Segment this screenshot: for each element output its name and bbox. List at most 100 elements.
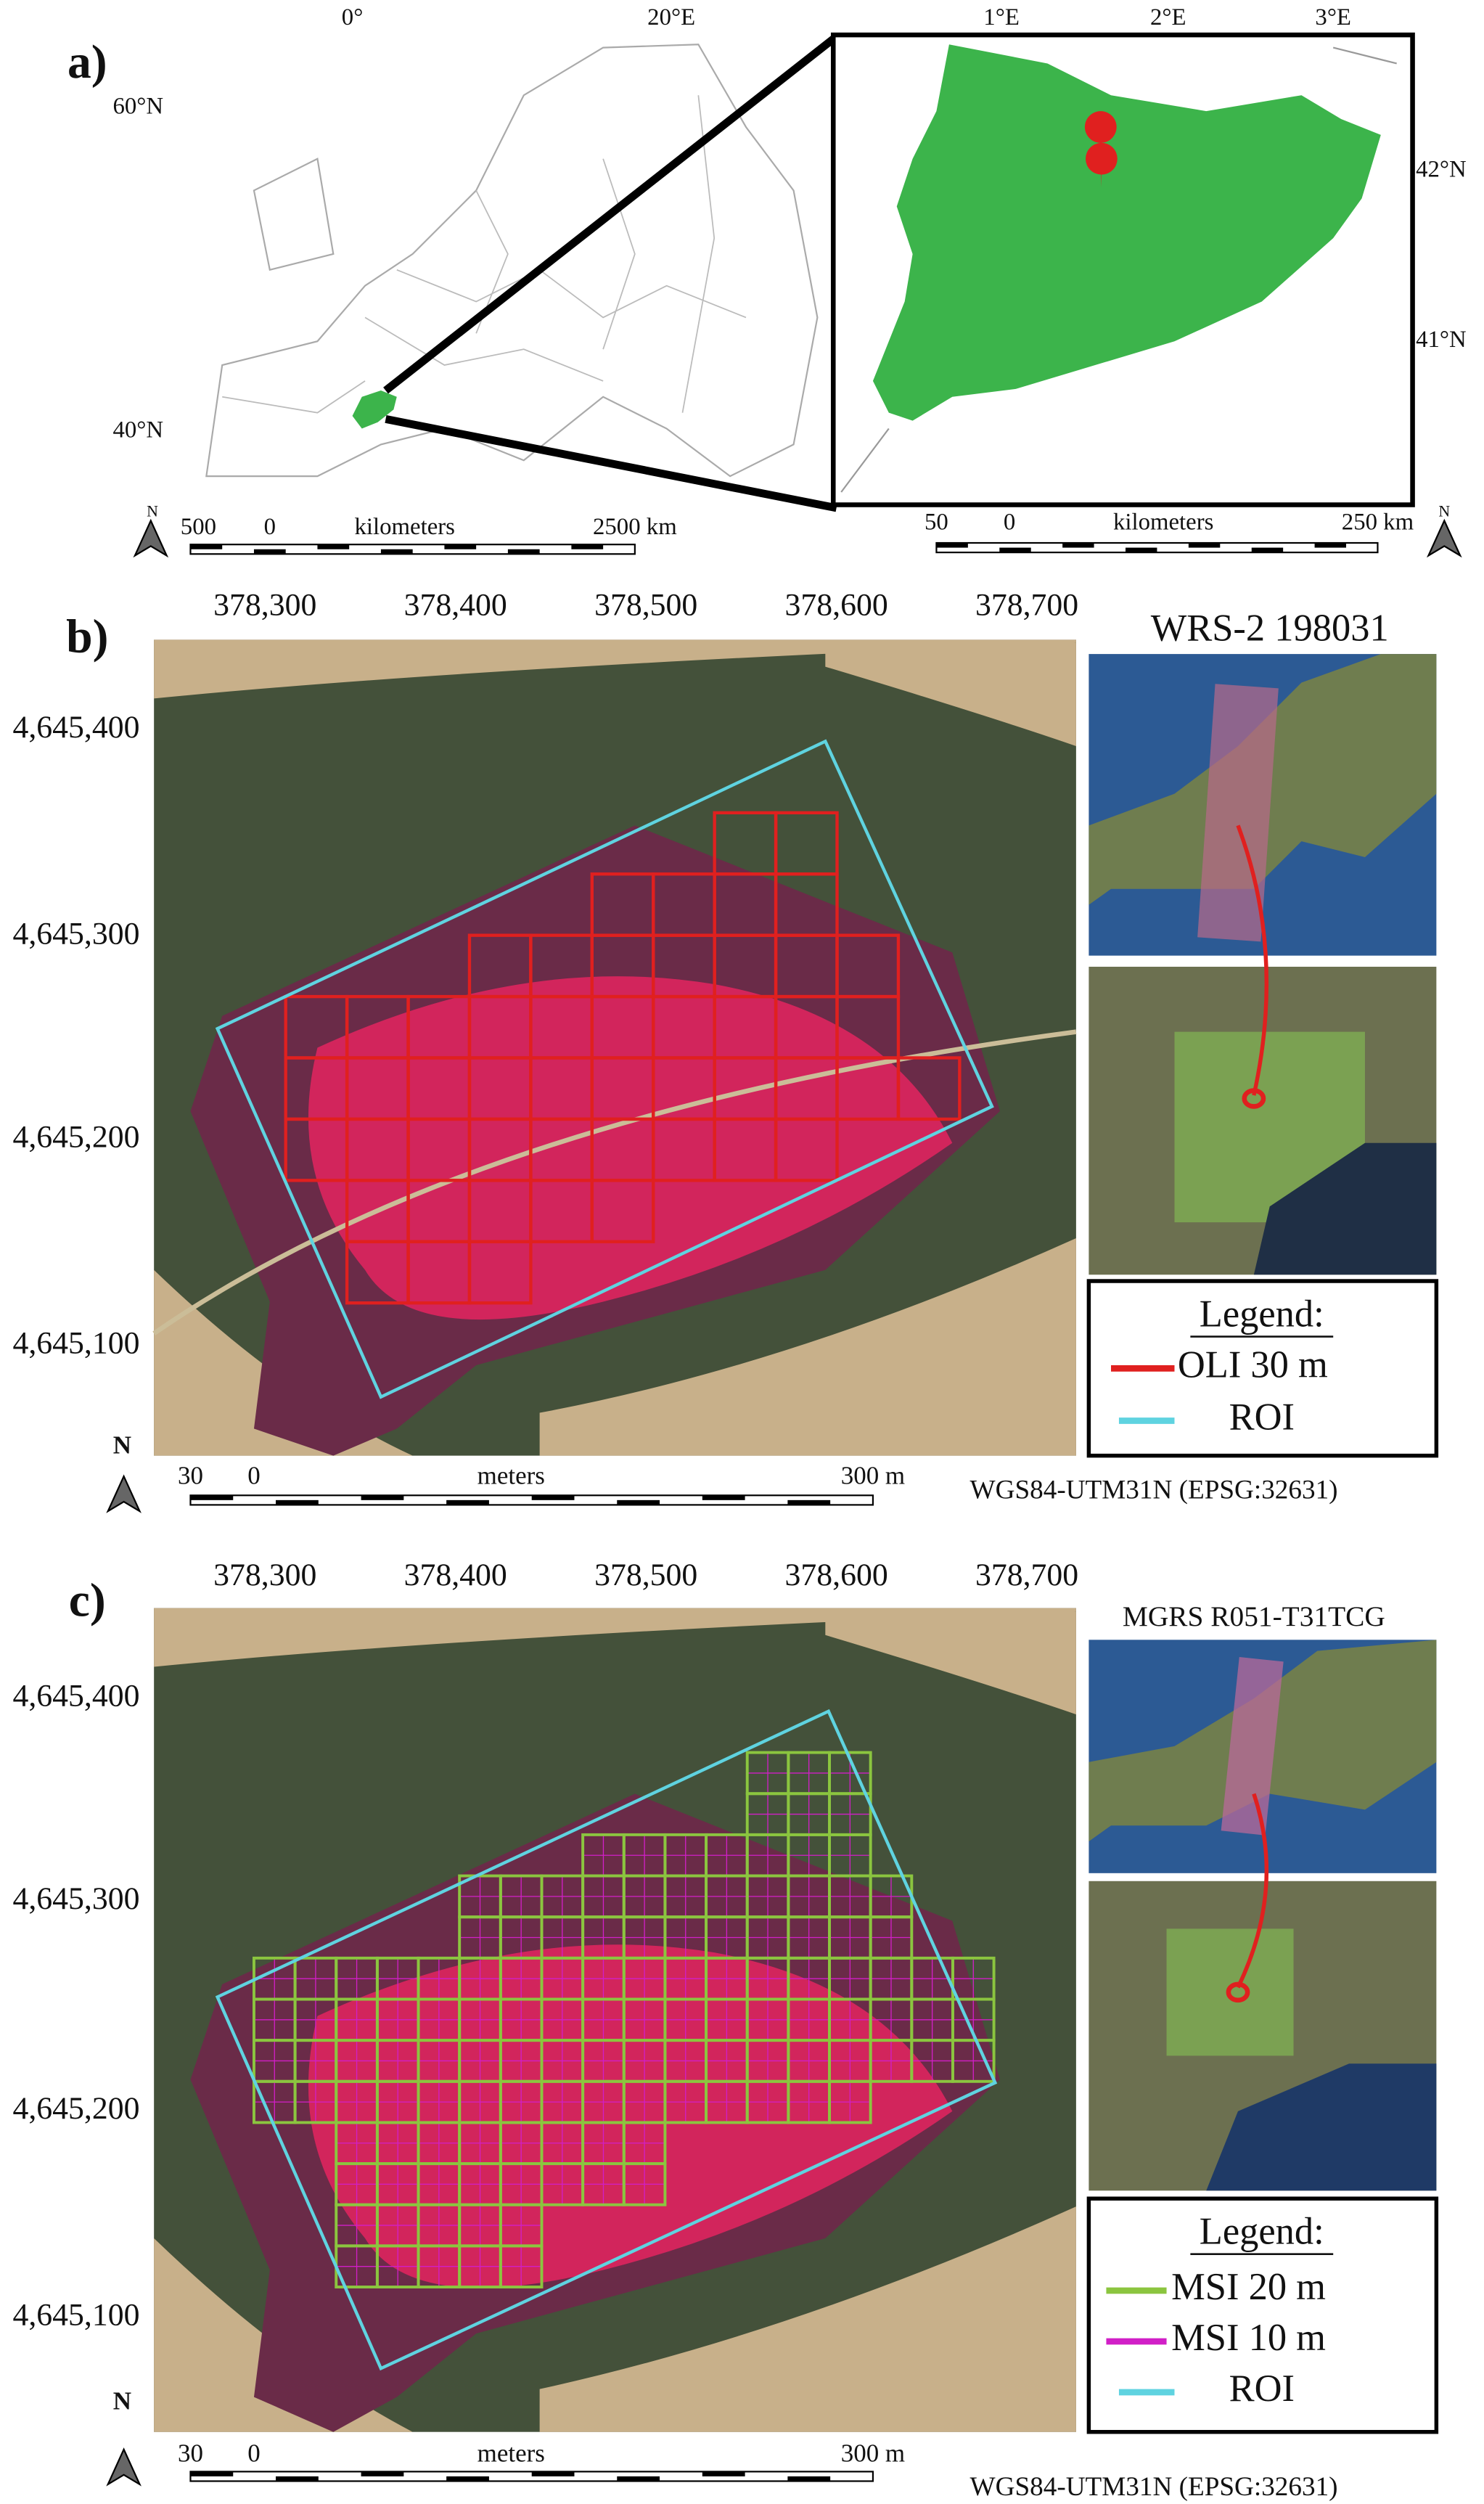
msi-10m-pixel (500, 2122, 542, 2164)
wrs-path (1197, 684, 1279, 942)
msi-10m-pixel (788, 1793, 830, 1835)
msi-10m-pixel (583, 2164, 624, 2205)
y-tick-label: 42°N (1416, 157, 1467, 183)
msi-10m-pixel (336, 2081, 377, 2123)
scale-label: 300 m (841, 2439, 905, 2468)
msi-10m-pixel (665, 2040, 707, 2082)
msi-10m-pixel (788, 1917, 830, 1958)
msi-10m-pixel (788, 2081, 830, 2123)
msi-20m-pixel (499, 2244, 544, 2288)
msi-10m-pixel (500, 2246, 542, 2288)
catalonia (872, 44, 1381, 421)
scale-label: 0 (1004, 509, 1015, 535)
msi-10m-pixel (541, 2081, 583, 2123)
scale-label: kilometers (1113, 509, 1213, 535)
scale-segment (1062, 543, 1094, 548)
north-label: N (1438, 502, 1450, 520)
y-tick-label: 60°N (112, 93, 163, 119)
scale-segment (617, 2476, 660, 2482)
x-tick-label: 20°E (647, 4, 695, 30)
msi-10m-pixel (747, 1999, 789, 2041)
msi-10m-pixel (418, 1957, 460, 2000)
x-tick-label: 378,500 (594, 1558, 697, 1592)
y-tick-label: 4,645,200 (13, 2091, 140, 2126)
msi-20m-pixel (622, 2162, 667, 2206)
scale-label: 0 (264, 514, 276, 540)
scale-label: 50 (925, 509, 948, 535)
msi-10m-pixel (500, 2040, 542, 2082)
msi-10m-pixel (541, 1957, 583, 2000)
msi-10m-pixel (829, 1875, 871, 1918)
msi-10m-pixel (336, 2246, 377, 2288)
msi-10m-pixel (706, 2081, 747, 2123)
msi-10m-pixel (541, 2122, 583, 2164)
msi-10m-pixel (295, 2040, 337, 2082)
msi-10m-pixel (623, 1957, 665, 2000)
catalonia-small (352, 390, 397, 429)
site-marker (1242, 1088, 1266, 1109)
msi-10m-pixel (788, 1875, 830, 1918)
msi-10m-pixel (665, 1917, 707, 1958)
x-tick-label: 1°E (983, 4, 1020, 30)
msi-10m-pixel (706, 1917, 747, 1958)
x-tick-label: 378,300 (213, 1558, 316, 1592)
arrow (1236, 1793, 1269, 1989)
msi-10m-pixel (377, 2246, 419, 2288)
msi-10m-pixel (665, 1834, 707, 1876)
north-label: N (147, 502, 158, 520)
scale-segment (1126, 547, 1157, 553)
scale-label: kilometers (355, 514, 455, 540)
y-tick-label: 4,645,300 (13, 916, 140, 951)
msi-10m-pixel (459, 2081, 501, 2123)
msi-10m-pixel (336, 1999, 377, 2041)
msi-10m-pixel (665, 1875, 707, 1918)
legend-label: MSI 20 m (1171, 2266, 1326, 2308)
scale-segment (190, 2471, 234, 2476)
msi-10m-pixel (295, 1957, 337, 2000)
msi-10m-pixel (459, 1999, 501, 2041)
scale-label: 300 m (841, 1461, 905, 1489)
msi-10m-pixel (541, 1875, 583, 1918)
msi-10m-pixel (459, 2246, 501, 2288)
north-arrow (106, 1474, 142, 1513)
legend-label: OLI 30 m (1178, 1343, 1328, 1386)
msi-10m-pixel (253, 2040, 295, 2082)
north-label: N (113, 1431, 131, 1460)
scale-segment (190, 1495, 234, 1500)
msi-10m-pixel (253, 1957, 295, 2000)
oli-pixel (896, 1056, 962, 1121)
scene-title: MGRS R051-T31TCG (1123, 1600, 1385, 1632)
msi-10m-pixel (500, 1957, 542, 2000)
msi-10m-pixel (541, 1917, 583, 1958)
y-tick-label: 4,645,100 (13, 1326, 140, 1361)
msi-10m-pixel (377, 2204, 419, 2246)
msi-10m-pixel (253, 2081, 295, 2123)
scale-label: 2500 km (593, 514, 677, 540)
y-tick-label: 4,645,300 (13, 1881, 140, 1916)
msi-10m-pixel (747, 2081, 789, 2123)
msi-10m-pixel (418, 2246, 460, 2288)
msi-10m-pixel (336, 2204, 377, 2246)
legend-title: Legend: (1200, 2211, 1324, 2253)
msi-10m-pixel (870, 1999, 912, 2041)
msi-10m-pixel (418, 2122, 460, 2164)
msi-10m-pixel (459, 1875, 501, 1918)
msi-10m-pixel (623, 1999, 665, 2041)
msi-10m-pixel (788, 1752, 830, 1794)
scale-label: meters (477, 1461, 545, 1489)
msi-10m-pixel (377, 2040, 419, 2082)
msi-10m-pixel (788, 1999, 830, 2041)
msi-10m-pixel (418, 2040, 460, 2082)
legend-label: ROI (1229, 1396, 1295, 1439)
msi-10m-pixel (459, 1917, 501, 1958)
legend-title: Legend: (1200, 1293, 1324, 1335)
msi-10m-pixel (541, 2164, 583, 2205)
msi-10m-pixel (418, 2081, 460, 2123)
msi-10m-pixel (500, 1999, 542, 2041)
msi-10m-pixel (870, 1957, 912, 2000)
scale-segment (446, 1499, 489, 1505)
msi-10m-pixel (747, 1793, 789, 1835)
scale-segment (444, 544, 477, 549)
msi-10m-pixel (706, 2040, 747, 2082)
